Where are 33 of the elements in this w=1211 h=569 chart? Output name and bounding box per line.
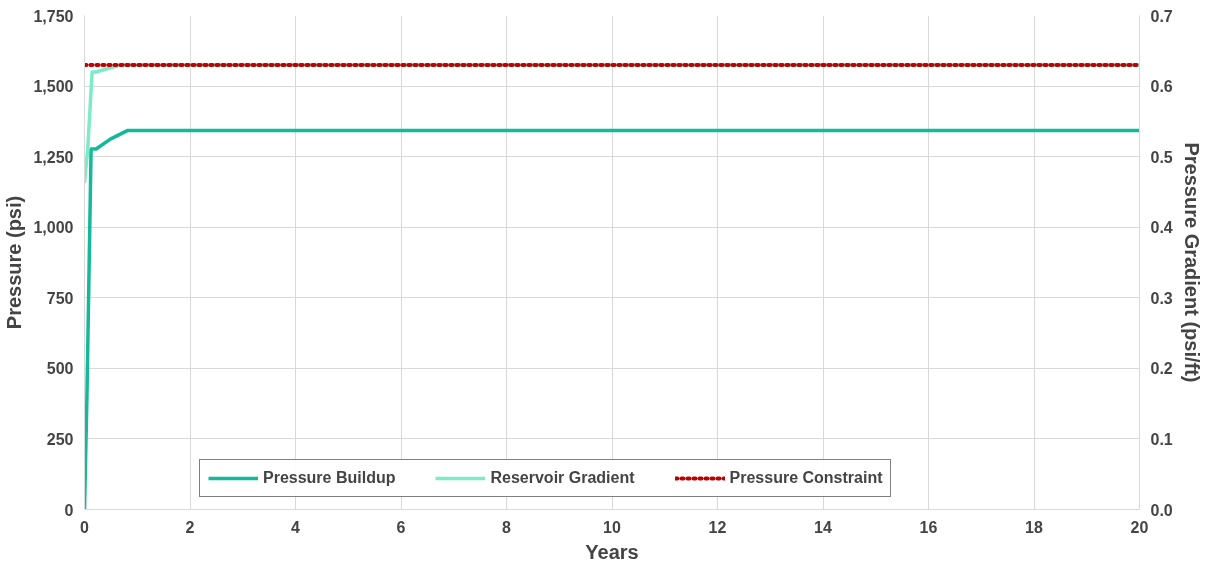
y-tick-label: 500 <box>46 360 74 378</box>
y2-tick-label: 0.2 <box>1150 360 1173 378</box>
x-tick-label: 8 <box>502 518 512 536</box>
y-tick-label: 1,500 <box>33 78 74 96</box>
x-tick-label: 0 <box>80 518 90 536</box>
x-tick-label: 6 <box>396 518 406 536</box>
x-tick-label: 12 <box>708 518 727 536</box>
y-tick-label: 250 <box>46 430 74 448</box>
y2-tick-label: 0.0 <box>1150 501 1173 519</box>
y2-tick-label: 0.1 <box>1150 430 1173 448</box>
x-tick-label: 16 <box>919 518 938 536</box>
x-tick-label: 18 <box>1025 518 1043 536</box>
y2-tick-label: 0.4 <box>1150 219 1173 237</box>
legend-label: Pressure Constraint <box>729 469 883 487</box>
x-tick-label: 10 <box>603 518 621 536</box>
y2-axis-title: Pressure Gradient (psi/ft) <box>1180 142 1203 383</box>
y-tick-label: 1,250 <box>33 148 74 166</box>
x-tick-label: 20 <box>1130 518 1149 536</box>
x-axis-title: Years <box>585 540 639 563</box>
y2-tick-label: 0.6 <box>1150 78 1173 96</box>
y-tick-label: 1,000 <box>33 219 74 237</box>
legend-label: Reservoir Gradient <box>490 469 635 487</box>
y2-tick-label: 0.3 <box>1150 289 1173 307</box>
y2-tick-label: 0.5 <box>1150 148 1173 166</box>
x-tick-label: 4 <box>291 518 301 536</box>
y-tick-label: 750 <box>46 289 74 307</box>
y2-tick-label: 0.7 <box>1150 7 1173 25</box>
x-tick-label: 14 <box>814 518 832 536</box>
y-tick-label: 0 <box>64 501 74 519</box>
legend-label: Pressure Buildup <box>263 469 396 487</box>
x-tick-label: 2 <box>185 518 195 536</box>
y-tick-label: 1,750 <box>33 7 74 25</box>
y-axis-title: Pressure (psi) <box>3 195 26 330</box>
